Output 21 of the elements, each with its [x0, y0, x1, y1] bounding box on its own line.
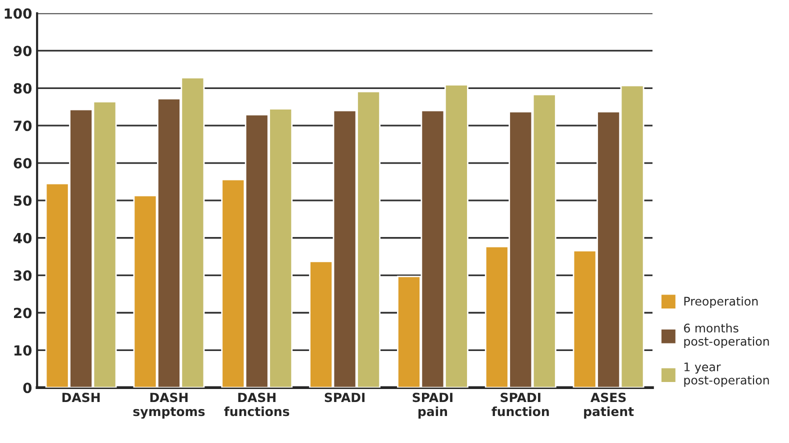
legend-label: Preoperation: [684, 296, 758, 308]
y-tick-label: 70: [14, 120, 32, 132]
legend-label: 6 months post-operation: [684, 323, 769, 348]
x-tick-label: SPADI pain: [412, 392, 452, 419]
x-tick-label: DASH symptoms: [133, 392, 205, 419]
x-tick-label: DASH: [62, 392, 100, 402]
y-tick-label: 100: [4, 8, 32, 19]
y-tick-label: 90: [14, 46, 32, 56]
legend-label: 1 year post-operation: [684, 362, 769, 387]
y-tick-label: 60: [14, 158, 32, 168]
y-tick-label: 30: [14, 270, 32, 281]
x-tick-label: DASH functions: [224, 392, 290, 416]
y-tick-label: 80: [14, 83, 32, 94]
y-tick-label: 20: [14, 308, 32, 318]
y-tick-label: 40: [14, 232, 32, 244]
x-tick-label: ASES patient: [584, 392, 634, 419]
x-tick-label: SPADI function: [492, 392, 549, 416]
x-tick-label: SPADI: [324, 392, 364, 402]
y-tick-label: 50: [14, 195, 32, 206]
y-tick-label: 0: [23, 382, 32, 394]
y-tick-label: 10: [14, 345, 32, 356]
